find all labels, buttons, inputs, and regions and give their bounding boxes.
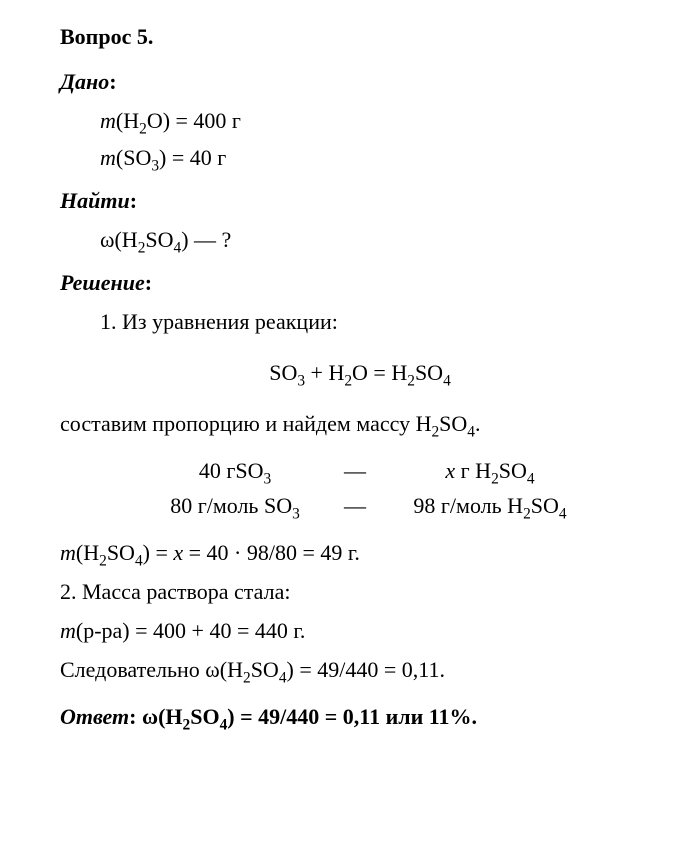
prop-r2-left: 80 г/моль SO3: [140, 489, 330, 522]
conseq-pre: Следовательно ω(H: [60, 657, 243, 682]
eq-h2-sub: 2: [344, 372, 352, 389]
consequently-line: Следовательно ω(H2SO4) = 49/440 = 0,11.: [60, 653, 660, 686]
m-symbol: m: [100, 108, 116, 133]
given-l2-pre: (SO: [116, 145, 151, 170]
find-pre: ω(H: [100, 227, 138, 252]
proportion-row-2: 80 г/моль SO3 — 98 г/моль H2SO4: [140, 489, 660, 522]
prop-r2-left-sub: 3: [292, 505, 300, 522]
mass-post-b: = 40 · 98/80 = 49 г.: [183, 540, 360, 565]
eq-so3: SO: [269, 360, 297, 385]
mass-sub2: 4: [135, 552, 143, 569]
prop-r1-left-pre: 40 гSO: [199, 458, 264, 483]
solution-label-text: Решение: [60, 270, 145, 295]
question-heading: Вопрос 5.: [60, 20, 660, 53]
x-var-2: x: [173, 540, 183, 565]
answer-label: Ответ: [60, 704, 129, 729]
given-l1-sub: 2: [139, 120, 147, 137]
given-colon: :: [109, 69, 116, 94]
find-label-text: Найти: [60, 188, 130, 213]
given-label-text: Дано: [60, 69, 109, 94]
mass-sub1: 2: [99, 552, 107, 569]
given-line-1: m(H2O) = 400 г: [100, 104, 660, 137]
compose-mid: SO: [439, 411, 467, 436]
prop-r1-left: 40 гSO3: [140, 454, 330, 487]
compose-pre: составим пропорцию и найдем массу H: [60, 411, 431, 436]
mass-result: m(H2SO4) = x = 40 · 98/80 = 49 г.: [60, 536, 660, 569]
proportion-row-1: 40 гSO3 — x г H2SO4: [140, 454, 660, 487]
prop-r1-right: x г H2SO4: [380, 454, 600, 487]
prop-r2-right-mid: SO: [531, 493, 559, 518]
mass-post-a: ) =: [143, 540, 174, 565]
given-l2-sub: 3: [151, 157, 159, 174]
conseq-mid: SO: [251, 657, 279, 682]
prop-r1-right-sub2: 4: [527, 470, 535, 487]
eq-so4-sub: 4: [443, 372, 451, 389]
prop-r2-dash: —: [330, 489, 380, 522]
answer-post: ) = 49/440 = 0,11 или 11%.: [227, 704, 477, 729]
step-1: 1. Из уравнения реакции:: [100, 305, 660, 338]
mass-pre: (H: [76, 540, 99, 565]
prop-r1-right-sub1: 2: [491, 470, 499, 487]
find-mid: SO: [145, 227, 173, 252]
conseq-sub2: 4: [279, 669, 287, 686]
given-line-2: m(SO3) = 40 г: [100, 141, 660, 174]
m-symbol-3: m: [60, 540, 76, 565]
eq-h2so4-h2sub: 2: [407, 372, 415, 389]
prop-r1-right-pre: г H: [455, 458, 491, 483]
mass-solution: m(р-ра) = 400 + 40 = 440 г.: [60, 614, 660, 647]
prop-r1-right-mid: SO: [499, 458, 527, 483]
mass-sol-text: (р-ра) = 400 + 40 = 440 г.: [76, 618, 306, 643]
find-colon: :: [130, 188, 137, 213]
proportion-block: 40 гSO3 — x г H2SO4 80 г/моль SO3 — 98 г…: [140, 454, 660, 522]
compose-post: .: [475, 411, 481, 436]
answer-pre: : ω(H: [129, 704, 182, 729]
given-l1-mid: O) = 400 г: [147, 108, 241, 133]
prop-r2-left-pre: 80 г/моль SO: [170, 493, 292, 518]
find-label: Найти:: [60, 184, 660, 217]
prop-r2-right-pre: 98 г/моль H: [413, 493, 523, 518]
given-l1-pre: (H: [116, 108, 139, 133]
find-post: ) — ?: [181, 227, 231, 252]
find-line: ω(H2SO4) — ?: [100, 223, 660, 256]
answer-line: Ответ: ω(H2SO4) = 49/440 = 0,11 или 11%.: [60, 700, 660, 733]
eq-so3-sub: 3: [297, 372, 305, 389]
solution-label: Решение:: [60, 266, 660, 299]
prop-r1-dash: —: [330, 454, 380, 487]
compose-line: составим пропорцию и найдем массу H2SO4.: [60, 407, 660, 440]
x-var: x: [445, 458, 455, 483]
given-label: Дано:: [60, 65, 660, 98]
m-symbol-4: m: [60, 618, 76, 643]
mass-mid: SO: [107, 540, 135, 565]
solution-colon: :: [145, 270, 152, 295]
m-symbol-2: m: [100, 145, 116, 170]
given-l2-mid: ) = 40 г: [159, 145, 226, 170]
prop-r2-right-sub2: 4: [559, 505, 567, 522]
conseq-post: ) = 49/440 = 0,11.: [287, 657, 445, 682]
step-2: 2. Масса раствора стала:: [60, 575, 660, 608]
prop-r2-right-sub1: 2: [523, 505, 531, 522]
eq-so4: SO: [415, 360, 443, 385]
conseq-sub1: 2: [243, 669, 251, 686]
eq-plus: + H: [305, 360, 344, 385]
answer-mid: SO: [190, 704, 219, 729]
compose-sub2: 4: [467, 423, 475, 440]
prop-r1-left-sub: 3: [263, 470, 271, 487]
eq-o-eq: O = H: [352, 360, 407, 385]
reaction-equation: SO3 + H2O = H2SO4: [60, 356, 660, 389]
prop-r2-right: 98 г/моль H2SO4: [380, 489, 600, 522]
